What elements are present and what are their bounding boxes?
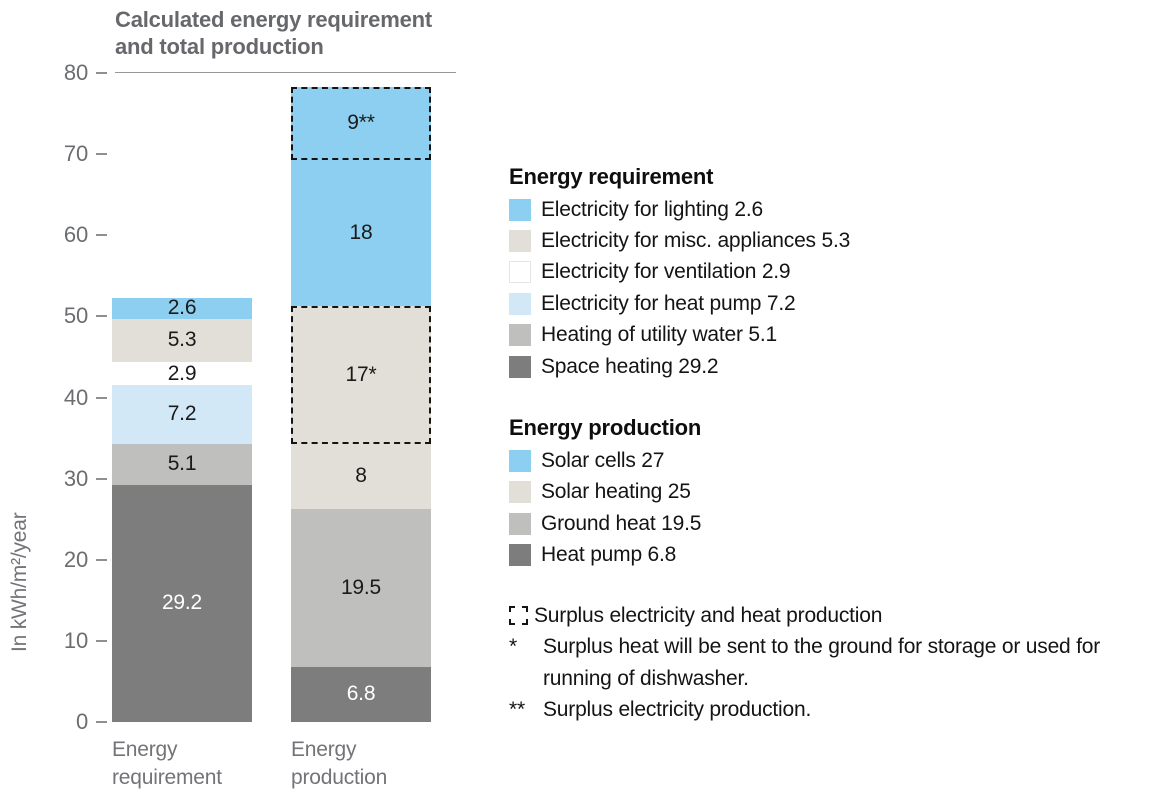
legend-item: Electricity for misc. appliances 5.3	[509, 225, 1163, 256]
bar-segment: 9**	[291, 86, 431, 160]
footnote: ** Surplus electricity production.	[509, 694, 1163, 725]
category-label: Energy production	[291, 738, 388, 789]
bar-segment: 19.5	[291, 508, 431, 667]
footnote-marker: *	[509, 635, 517, 659]
legend-item-label: Space heating 29.2	[541, 354, 719, 378]
legend: Energy requirement Electricity for lighti…	[509, 164, 1163, 726]
legend-swatch-beige	[509, 230, 531, 253]
bar-segment-value: 9**	[347, 111, 375, 135]
footnote-text: Surplus electricity and heat production	[534, 603, 883, 627]
bar-energy-production: 9** 18 17* 8 19.5 6.8	[291, 86, 431, 722]
category-label: Energy requirement	[112, 738, 222, 789]
legend-item: Space heating 29.2	[509, 351, 1163, 382]
footnote: Surplus electricity and heat production	[509, 600, 1163, 631]
bar-segment: 6.8	[291, 666, 431, 722]
legend-section-header: Energy requirement	[509, 164, 714, 189]
y-tick-label: 40	[63, 384, 88, 410]
bar-segment-value: 5.1	[167, 452, 197, 476]
y-tick-label: 10	[63, 627, 88, 653]
y-tick-mark	[96, 315, 107, 318]
footnote: * Surplus heat will be sent to the ground…	[509, 631, 1163, 694]
bar-segment: 29.2	[112, 485, 252, 722]
legend-item: Solar cells 27	[509, 445, 1163, 476]
bar-segment: 2.6	[112, 296, 252, 320]
bar-segment-value: 8	[355, 464, 367, 488]
y-tick-mark	[96, 153, 107, 156]
y-tick-mark	[96, 477, 107, 480]
bar-segment-value: 2.6	[167, 296, 197, 320]
y-tick-label: 20	[63, 546, 88, 572]
legend-item: Electricity for heat pump 7.2	[509, 288, 1163, 319]
legend-item: Solar heating 25	[509, 477, 1163, 508]
legend-swatch-blue	[509, 450, 531, 473]
legend-item-label: Solar heating 25	[541, 480, 691, 504]
top-gridline-80	[115, 72, 456, 73]
bar-segment-value: 6.8	[346, 682, 376, 706]
footnote-text: Surplus heat will be sent to the ground …	[543, 635, 1101, 690]
legend-item: Ground heat 19.5	[509, 508, 1163, 539]
chart-title: Calculated energy requirement and total …	[115, 7, 432, 59]
y-tick-label: 80	[63, 60, 88, 85]
legend-item-label: Electricity for ventilation 2.9	[541, 260, 791, 284]
bar-segment: 8	[291, 443, 431, 509]
legend-swatch-lightblue	[509, 292, 531, 315]
legend-swatch-white	[509, 261, 531, 284]
y-tick-mark	[96, 721, 107, 723]
legend-item-label: Electricity for lighting 2.6	[541, 197, 763, 221]
legend-item: Electricity for lighting 2.6	[509, 194, 1163, 225]
bar-segment: 5.3	[112, 318, 252, 362]
bar-segment-value: 18	[349, 220, 373, 244]
bar-segment: 5.1	[112, 443, 252, 486]
legend-section-header: Energy production	[509, 415, 702, 441]
y-tick-label: 70	[63, 141, 88, 167]
y-axis-title: In kWh/m²/year	[8, 512, 31, 652]
bar-segment-value: 19.5	[340, 575, 382, 599]
legend-swatch-gray	[509, 512, 531, 535]
legend-swatch-beige	[509, 481, 531, 504]
legend-item-label: Solar cells 27	[541, 449, 665, 473]
bar-energy-requirement: 2.6 5.3 2.9 7.2 5.1 29.2	[112, 296, 252, 722]
legend-item-label: Heating of utility water 5.1	[541, 323, 778, 347]
y-tick-label: 0	[75, 709, 88, 734]
legend-swatch-darkgray	[509, 544, 531, 567]
y-tick-mark	[96, 72, 107, 74]
y-tick-mark	[96, 234, 107, 237]
y-tick-mark	[96, 639, 107, 642]
legend-item-label: Electricity for misc. appliances 5.3	[541, 229, 851, 253]
bar-segment: 18	[291, 159, 431, 306]
footnote-marker: **	[509, 698, 525, 722]
bar-segment-value: 5.3	[167, 328, 197, 352]
y-tick-label: 30	[63, 465, 88, 491]
legend-swatch-darkgray	[509, 355, 531, 378]
legend-item-label: Ground heat 19.5	[541, 511, 702, 535]
bar-segment: 17*	[291, 305, 431, 444]
bar-segment-value: 2.9	[167, 361, 197, 385]
legend-item: Electricity for ventilation 2.9	[509, 257, 1163, 288]
y-tick-mark	[96, 558, 107, 561]
y-tick-label: 50	[63, 303, 88, 329]
legend-swatch-blue	[509, 198, 531, 221]
legend-item: Heat pump 6.8	[509, 540, 1163, 571]
bar-segment-value: 29.2	[161, 591, 203, 615]
bar-segment: 7.2	[112, 385, 252, 444]
bar-segment: 2.9	[112, 362, 252, 386]
legend-item-label: Heat pump 6.8	[541, 543, 677, 567]
legend-item-label: Electricity for heat pump 7.2	[541, 291, 796, 315]
surplus-dashed-box-icon	[509, 605, 528, 625]
footnote-text: Surplus electricity production.	[543, 698, 812, 722]
bar-segment-value: 17*	[345, 362, 377, 386]
legend-item: Heating of utility water 5.1	[509, 320, 1163, 351]
y-tick-mark	[96, 396, 107, 399]
y-tick-label: 60	[63, 222, 88, 248]
bar-segment-value: 7.2	[167, 402, 197, 426]
legend-swatch-gray	[509, 324, 531, 347]
footnotes: Surplus electricity and heat production *…	[509, 600, 1163, 726]
